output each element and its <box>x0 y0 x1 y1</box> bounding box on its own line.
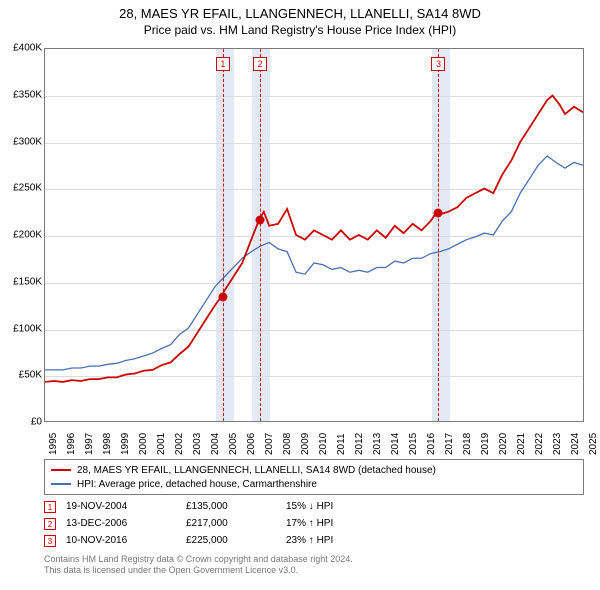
sale-row-price: £217,000 <box>186 518 276 529</box>
x-axis-label: 2011 <box>336 441 347 455</box>
y-axis-label: £250K <box>2 183 42 194</box>
chart-svg <box>45 49 583 421</box>
legend-label-red: 28, MAES YR EFAIL, LLANGENNECH, LLANELLI… <box>77 465 436 476</box>
attribution-text: Contains HM Land Registry data © Crown c… <box>44 554 584 577</box>
x-axis-label: 2013 <box>372 441 383 455</box>
sale-rule <box>260 49 261 421</box>
x-axis-label: 2018 <box>462 441 473 455</box>
chart-subtitle: Price paid vs. HM Land Registry's House … <box>0 23 600 37</box>
sale-point-dot <box>218 292 227 301</box>
attribution-line-1: Contains HM Land Registry data © Crown c… <box>44 554 584 565</box>
x-axis-label: 1997 <box>84 441 95 455</box>
x-axis-label: 2004 <box>210 441 221 455</box>
sale-row-marker: 3 <box>44 535 56 547</box>
sale-row-diff: 17% ↑ HPI <box>286 518 406 529</box>
chart-title: 28, MAES YR EFAIL, LLANGENNECH, LLANELLI… <box>0 6 600 21</box>
legend-box: 28, MAES YR EFAIL, LLANGENNECH, LLANELLI… <box>44 459 584 495</box>
x-axis-label: 1995 <box>48 441 59 455</box>
sale-row-date: 10-NOV-2016 <box>66 535 176 546</box>
sale-row-diff: 23% ↑ HPI <box>286 535 406 546</box>
sale-marker-box: 2 <box>253 57 267 71</box>
x-axis-label: 1998 <box>102 441 113 455</box>
sale-row-marker: 1 <box>44 501 56 513</box>
sale-row-date: 13-DEC-2006 <box>66 518 176 529</box>
sale-row-date: 19-NOV-2004 <box>66 501 176 512</box>
x-axis-label: 1999 <box>120 441 131 455</box>
x-axis-label: 1996 <box>66 441 77 455</box>
series-line-blue <box>45 156 583 370</box>
x-axis-label: 2005 <box>228 441 239 455</box>
sale-row: 1 19-NOV-2004 £135,000 15% ↓ HPI <box>44 498 584 515</box>
y-axis-label: £200K <box>2 230 42 241</box>
x-axis-label: 2020 <box>498 441 509 455</box>
x-axis-label: 2021 <box>516 441 527 455</box>
x-axis-label: 2007 <box>264 441 275 455</box>
y-axis-label: £400K <box>2 43 42 54</box>
x-axis-label: 2006 <box>246 441 257 455</box>
x-axis-label: 2022 <box>534 441 545 455</box>
series-line-red <box>45 96 583 382</box>
x-axis-label: 2023 <box>552 441 563 455</box>
x-axis-label: 2024 <box>570 441 581 455</box>
x-axis-label: 2014 <box>390 441 401 455</box>
x-axis-label: 2025 <box>588 441 599 455</box>
y-axis-label: £100K <box>2 323 42 334</box>
sale-marker-box: 1 <box>216 57 230 71</box>
x-axis-label: 2008 <box>282 441 293 455</box>
sale-point-dot <box>256 216 265 225</box>
x-axis-label: 2015 <box>408 441 419 455</box>
x-axis-label: 2003 <box>192 441 203 455</box>
sale-row-price: £225,000 <box>186 535 276 546</box>
chart-plot-area: 1 2 3 <box>44 48 584 422</box>
x-axis-label: 2012 <box>354 441 365 455</box>
sale-row: 3 10-NOV-2016 £225,000 23% ↑ HPI <box>44 532 584 549</box>
x-axis-label: 2019 <box>480 441 491 455</box>
y-axis-label: £150K <box>2 276 42 287</box>
sale-row: 2 13-DEC-2006 £217,000 17% ↑ HPI <box>44 515 584 532</box>
x-axis-label: 2000 <box>138 441 149 455</box>
x-axis-label: 2002 <box>174 441 185 455</box>
legend-swatch-blue <box>51 483 71 485</box>
y-axis-label: £350K <box>2 89 42 100</box>
sale-rule <box>223 49 224 421</box>
x-axis-label: 2010 <box>318 441 329 455</box>
attribution-line-2: This data is licensed under the Open Gov… <box>44 565 584 576</box>
x-axis-label: 2016 <box>426 441 437 455</box>
x-axis-label: 2009 <box>300 441 311 455</box>
sale-rule <box>438 49 439 421</box>
sale-row-price: £135,000 <box>186 501 276 512</box>
sale-row-marker: 2 <box>44 518 56 530</box>
legend-swatch-red <box>51 469 71 471</box>
y-axis-label: £0 <box>2 417 42 428</box>
legend-label-blue: HPI: Average price, detached house, Carm… <box>77 479 317 490</box>
y-axis-label: £50K <box>2 370 42 381</box>
x-axis-label: 2001 <box>156 441 167 455</box>
y-axis-label: £300K <box>2 136 42 147</box>
sales-table: 1 19-NOV-2004 £135,000 15% ↓ HPI 2 13-DEC-200… <box>44 498 584 549</box>
sale-point-dot <box>434 208 443 217</box>
sale-row-diff: 15% ↓ HPI <box>286 501 406 512</box>
sale-marker-box: 3 <box>431 57 445 71</box>
x-axis-label: 2017 <box>444 441 455 455</box>
